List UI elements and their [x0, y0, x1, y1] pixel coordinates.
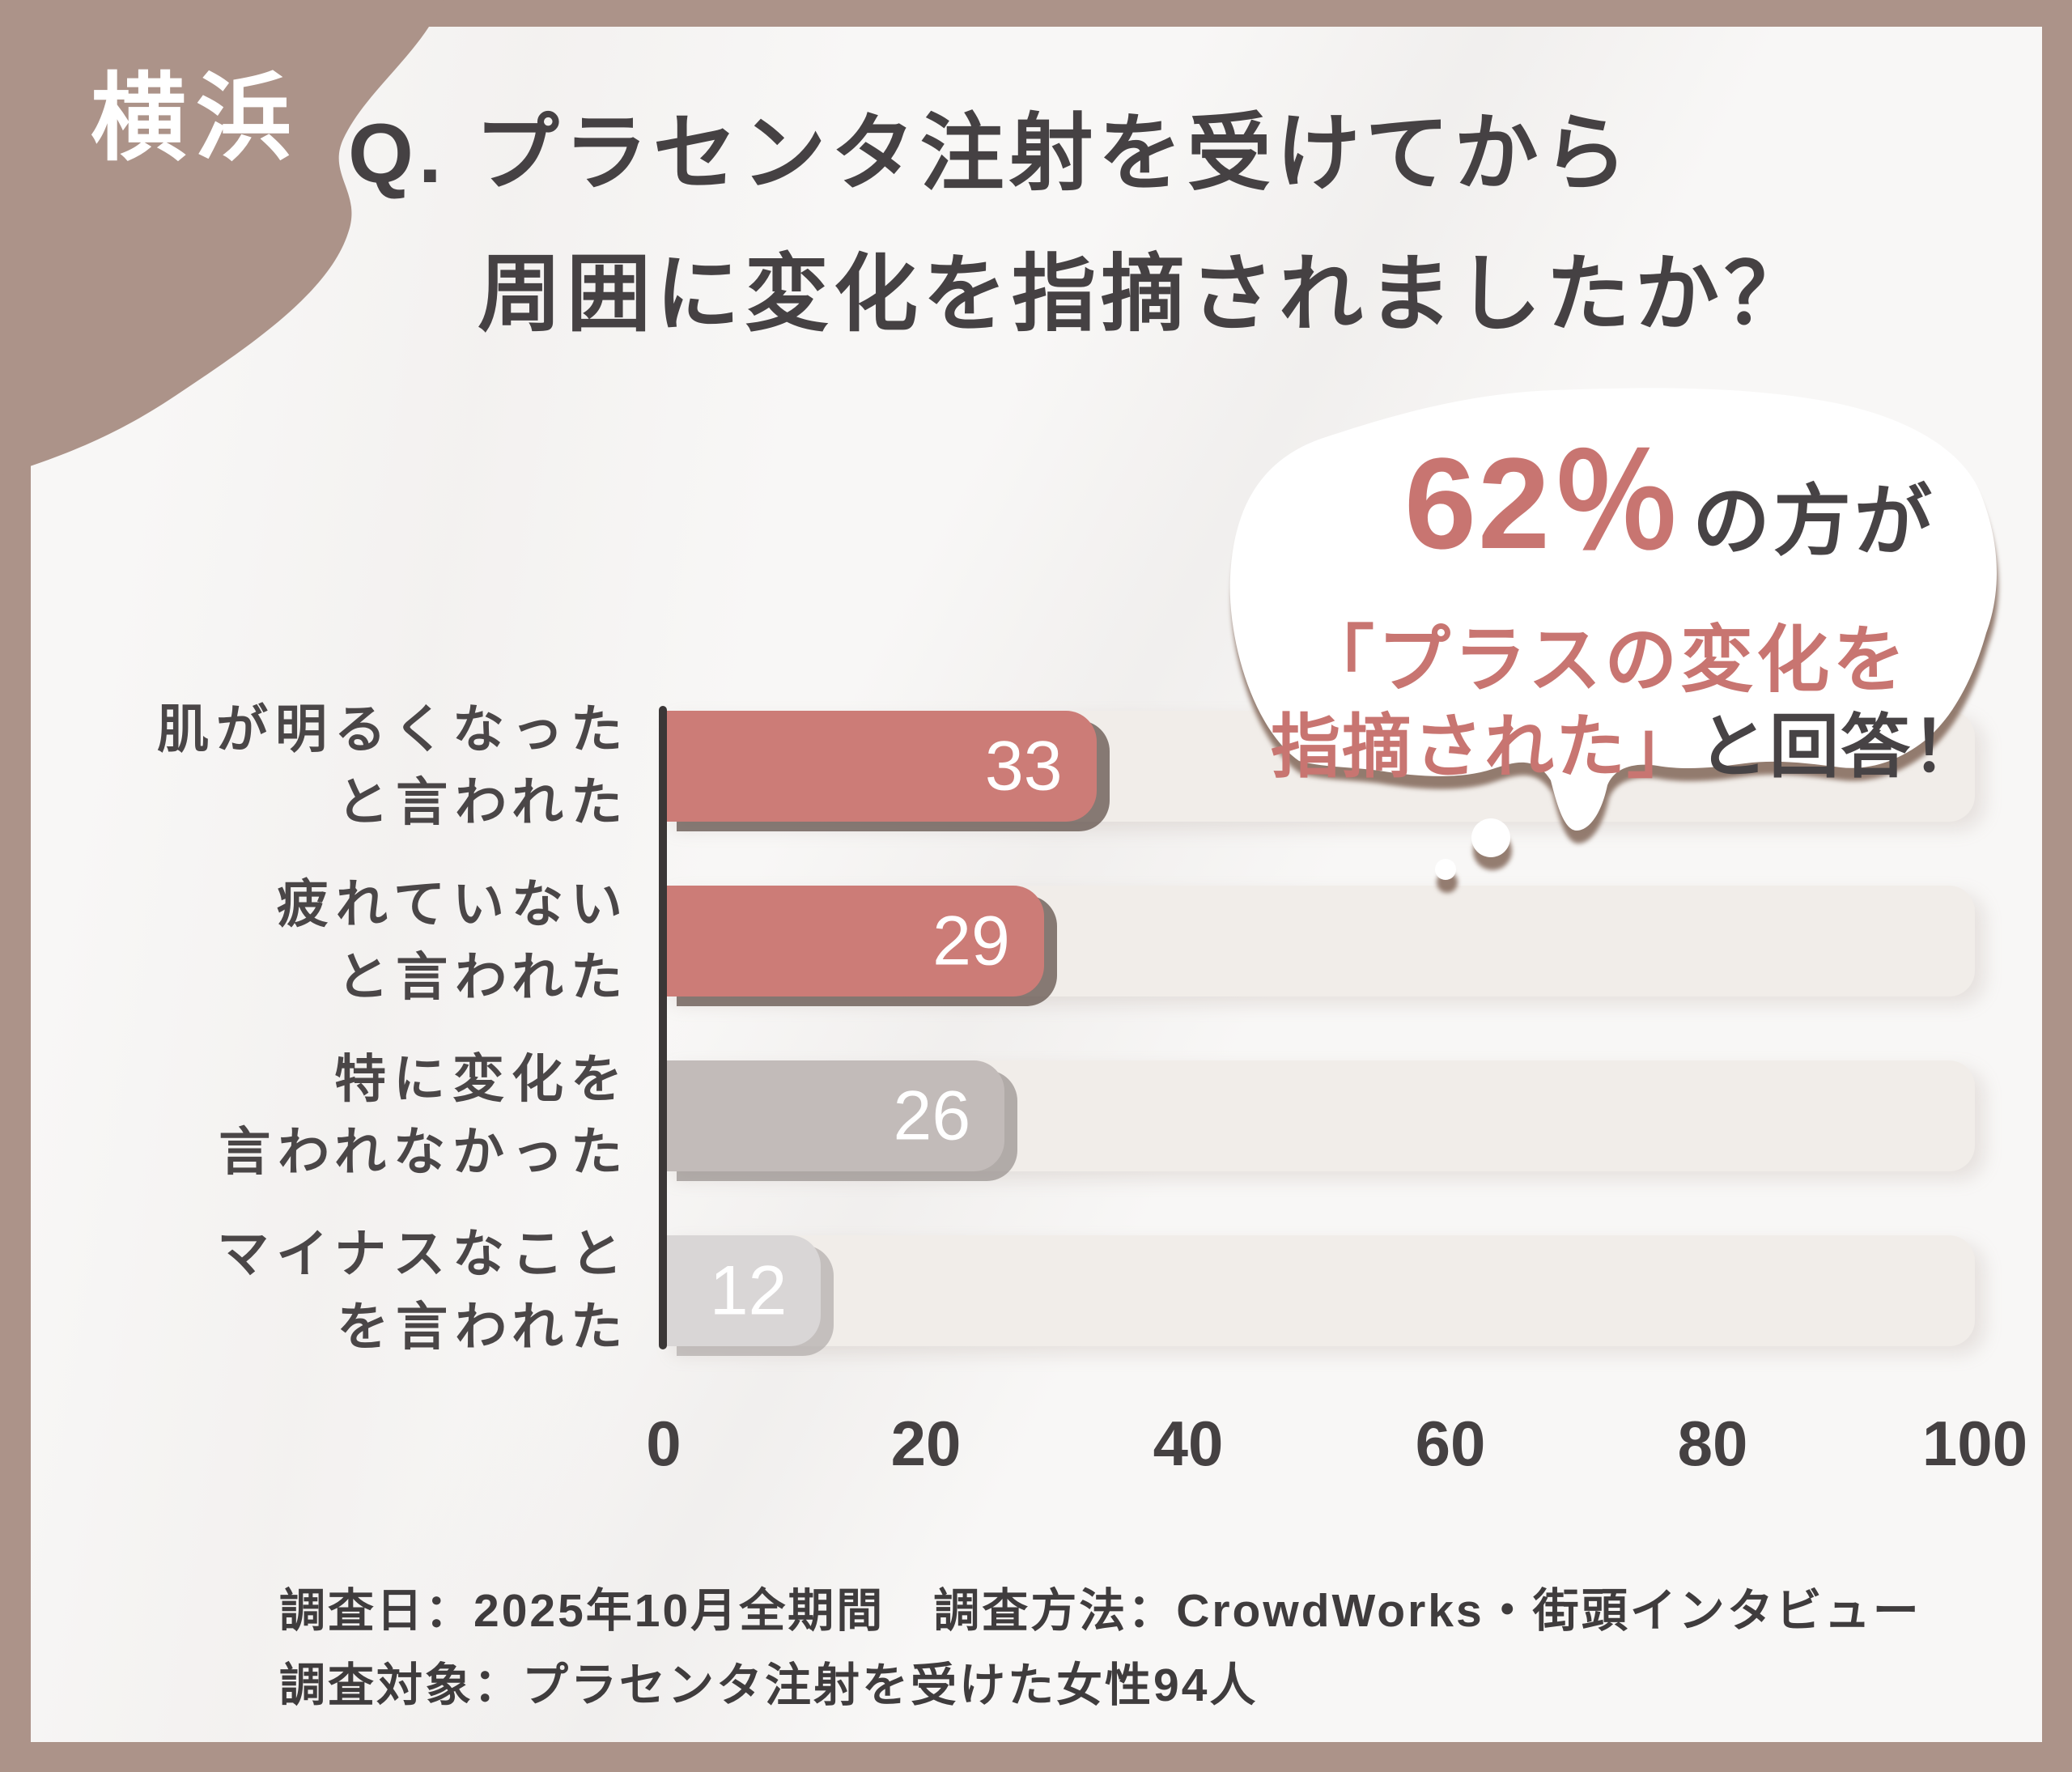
page-title-line2: 周囲に変化を指摘されましたか？: [478, 248, 1814, 342]
bar: 33: [664, 711, 1097, 822]
bar-value-label: 29: [932, 902, 1010, 979]
callout-line3-highlight: 指摘された」: [1271, 708, 1698, 786]
thought-dot-small: [1435, 859, 1456, 880]
bar-value-label: 26: [893, 1077, 971, 1154]
survey-note-line1: 調査日：2025年10月全期間 調査方法：CrowdWorks・街頭インタビュー: [279, 1585, 1921, 1637]
x-axis-ticks: 0 20 40 60 80 100: [646, 1407, 2027, 1484]
bar: 29: [664, 886, 1044, 996]
panel-background: [31, 27, 2042, 1742]
bar-track: 12: [664, 1235, 1975, 1346]
page-title-line1: Q. プラセンタ注射を受けてから: [348, 107, 1633, 201]
category-label: 肌が明るくなった と言われた: [157, 699, 630, 832]
chart-row: 特に変化を 言われなかった 26: [0, 1050, 1981, 1182]
callout-stat-line: 62％ の方が: [1404, 398, 1935, 586]
chart-row: 疲れていない と言われた 29: [0, 875, 1981, 1007]
thought-bubble-shape: [1229, 388, 1997, 880]
x-tick-label: 100: [1921, 1408, 2028, 1479]
stat-suffix: の方が: [1692, 478, 1935, 565]
bar-track: 26: [664, 1060, 1975, 1171]
bar-track: 29: [664, 886, 1975, 996]
bar: 26: [664, 1060, 1005, 1171]
category-label: マイナスなこと を言われた: [217, 1224, 630, 1357]
x-tick-label: 0: [646, 1408, 681, 1479]
chart-row: マイナスなこと を言われた 12: [0, 1225, 1981, 1357]
callout-line3: 指摘された」と回答！: [1271, 690, 1983, 791]
x-tick-label: 60: [1415, 1408, 1486, 1479]
stat-percentage: 62％: [1404, 431, 1683, 576]
category-label: 特に変化を 言われなかった: [219, 1049, 630, 1182]
corner-blob-shape: [0, 0, 444, 476]
callout-line2: 「プラスの変化を: [1301, 620, 1909, 701]
x-tick-label: 80: [1677, 1408, 1748, 1479]
thought-dot-medium: [1471, 818, 1510, 857]
category-label: 疲れていない と言われた: [276, 874, 630, 1007]
region-badge: 横浜: [91, 66, 302, 172]
bar-value-label: 33: [984, 727, 1063, 805]
bar: 12: [664, 1235, 822, 1346]
survey-notes: 調査日：2025年10月全期間 調査方法：CrowdWorks・街頭インタビュー…: [279, 1574, 1921, 1723]
survey-note-line2: 調査対象：プラセンタ注射を受けた女性94人: [279, 1659, 1259, 1712]
x-tick-label: 40: [1153, 1408, 1224, 1479]
callout-line3-rest: と回答！: [1698, 708, 1983, 786]
y-axis-line: [659, 706, 667, 1349]
bar-value-label: 12: [709, 1251, 788, 1329]
x-tick-label: 20: [890, 1408, 962, 1479]
